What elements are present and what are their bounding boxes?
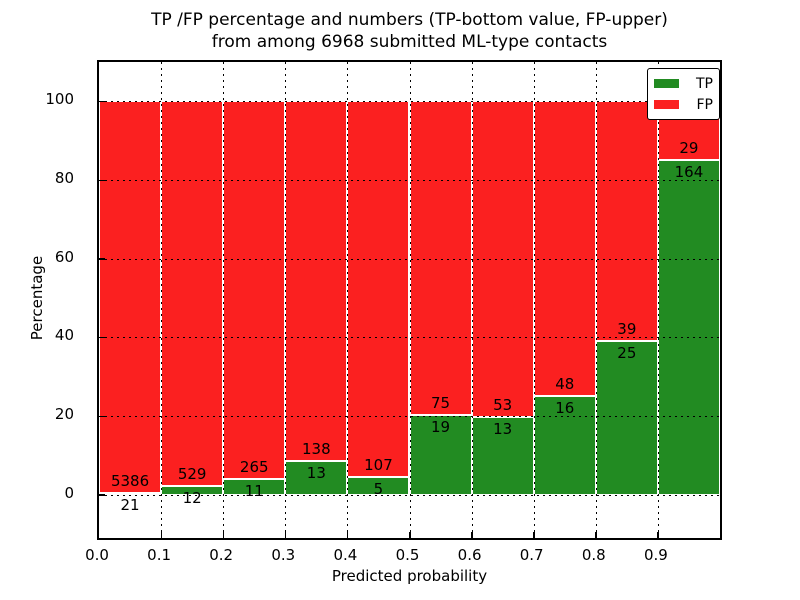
fp-bar-segment (347, 101, 410, 478)
x-tick-label: 0.5 (395, 546, 420, 564)
y-axis-tick-labels: 0 20 40 60 80 100 (0, 60, 88, 536)
x-tick-label: 0.0 (85, 546, 109, 564)
legend: TP FP (647, 68, 720, 120)
y-tick-label: 40 (54, 326, 74, 345)
plot-area: 5386 21 529 12 265 11 138 13 107 5 75 19 53 13 48 16 39 2… (97, 60, 722, 540)
tp-bar-segment (533, 396, 596, 495)
fp-bar-segment (409, 101, 472, 416)
y-axis-tick (99, 336, 105, 339)
fp-count-label: 107 (364, 456, 393, 475)
tp-bar-segment (595, 341, 658, 495)
x-axis-tick (346, 532, 349, 538)
chart-title-line2: from among 6968 submitted ML-type contac… (211, 32, 608, 52)
x-tick-label: 0.7 (519, 546, 544, 564)
tp-count-label: 164 (674, 163, 704, 182)
tp-count-label: 19 (431, 418, 451, 437)
y-tick-label: 0 (64, 483, 74, 502)
x-tick-label: 0.3 (271, 546, 296, 564)
x-tick-label: 0.8 (581, 546, 606, 564)
tp-count-label: 13 (306, 463, 326, 482)
y-axis-tick (99, 258, 105, 260)
y-tick-label: 100 (45, 90, 74, 109)
fp-legend-label: FP (696, 96, 714, 113)
x-axis-tick (471, 532, 473, 538)
tp-legend-swatch (654, 79, 679, 88)
x-axis-tick (160, 532, 163, 538)
x-axis-tick (284, 532, 287, 538)
legend-row-fp: FP (654, 94, 713, 115)
y-tick-label: 20 (54, 405, 74, 424)
fp-count-label: 265 (239, 458, 269, 477)
fp-bar-segment (223, 101, 286, 480)
tp-bar-segment (409, 415, 472, 495)
x-axis-tick-labels: 0.0 0.1 0.2 0.3 0.4 0.5 0.6 0.7 0.8 0.9 (85, 546, 718, 566)
fp-count-label: 529 (177, 465, 207, 483)
fp-count-label: 5386 (110, 472, 150, 491)
vertical-gridline (657, 62, 659, 538)
vertical-gridline (285, 62, 287, 538)
tp-bar-segment (657, 160, 720, 495)
x-tick-label: 0.1 (147, 546, 172, 564)
y-tick-label: 60 (54, 247, 74, 266)
tp-count-label: 12 (182, 489, 202, 507)
y-axis-tick (99, 179, 105, 182)
x-axis-tick (409, 532, 411, 538)
x-axis-tick (222, 532, 225, 538)
x-axis-tick (595, 532, 597, 538)
tp-count-label: 11 (244, 482, 264, 501)
tp-count-label: 25 (617, 344, 637, 363)
fp-bar-segment (285, 101, 348, 461)
vertical-gridline (161, 62, 163, 538)
x-tick-label: 0.6 (457, 546, 482, 564)
fp-count-label: 39 (617, 320, 637, 339)
vertical-gridline (223, 62, 225, 538)
plot-inner: 5386 21 529 12 265 11 138 13 107 5 75 19 53 13 48 16 39 2… (99, 62, 720, 538)
fp-legend-swatch (654, 100, 679, 109)
tp-count-label: 13 (493, 420, 513, 439)
tp-count-label: 21 (120, 496, 140, 515)
y-axis-tick (99, 415, 105, 418)
tp-legend-label: TP (696, 75, 713, 92)
y-tick-label: 80 (54, 169, 74, 188)
fp-bar-segment (99, 101, 162, 494)
chart-title-line1: TP /FP percentage and numbers (TP-bottom… (151, 10, 668, 30)
y-axis-tick (99, 494, 105, 496)
legend-row-tp: TP (654, 73, 713, 94)
fp-bar-segment (595, 101, 658, 342)
fp-count-label: 138 (302, 439, 331, 458)
x-axis-tick (657, 532, 659, 538)
y-axis-tick (99, 100, 105, 103)
vertical-gridline (471, 62, 473, 538)
x-tick-label: 0.9 (643, 546, 668, 564)
fp-bar-segment (533, 101, 596, 397)
tp-bar-segment (471, 417, 534, 495)
tp-count-label: 5 (373, 480, 384, 499)
fp-bar-segment (161, 101, 224, 486)
vertical-gridline (409, 62, 411, 538)
tp-bar-segment (285, 460, 348, 495)
fp-count-label: 29 (679, 139, 699, 158)
vertical-gridline (595, 62, 597, 538)
vertical-gridline (533, 62, 535, 538)
vertical-gridline (347, 62, 349, 538)
x-axis-label: Predicted probability (331, 567, 488, 585)
fp-count-label: 75 (431, 394, 451, 413)
x-tick-label: 0.4 (333, 546, 358, 564)
tp-bar-segment (99, 493, 162, 496)
fp-count-label: 48 (555, 375, 575, 394)
fp-count-label: 53 (493, 396, 513, 415)
x-tick-label: 0.2 (209, 546, 234, 564)
tp-count-label: 16 (555, 399, 575, 418)
x-axis-tick (533, 532, 535, 538)
chart-title: TP /FP percentage and numbers (TP-bottom… (97, 9, 722, 53)
